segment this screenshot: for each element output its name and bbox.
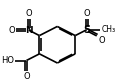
Text: O: O <box>23 72 29 81</box>
Text: O: O <box>25 9 32 18</box>
Text: O: O <box>98 36 104 45</box>
Text: O: O <box>83 9 89 18</box>
Text: S: S <box>82 25 89 35</box>
Text: N: N <box>25 26 32 35</box>
Text: HO: HO <box>1 56 14 65</box>
Text: O: O <box>9 26 15 35</box>
Text: CH₃: CH₃ <box>100 25 114 34</box>
